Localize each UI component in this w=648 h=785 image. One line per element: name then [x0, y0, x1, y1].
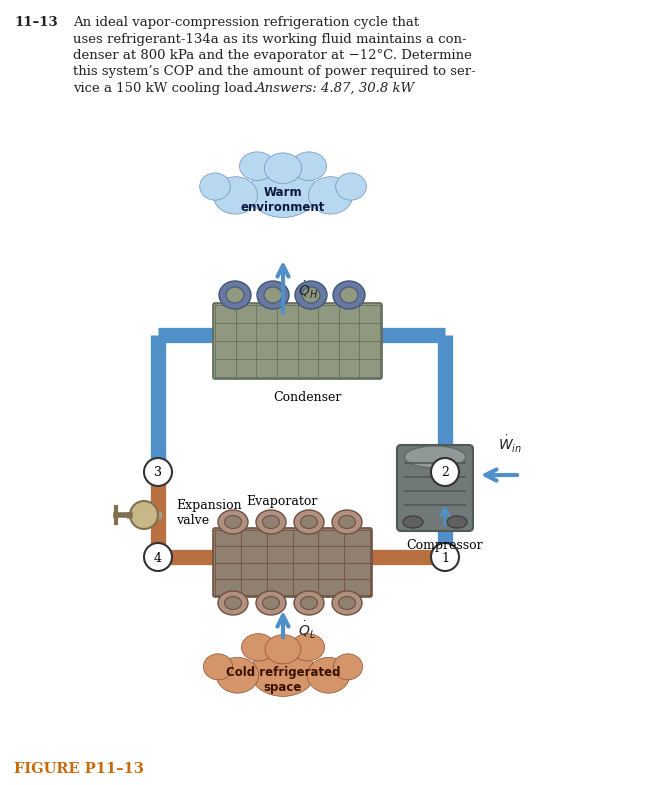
Text: $\dot{W}_{in}$: $\dot{W}_{in}$: [498, 434, 522, 455]
Ellipse shape: [216, 657, 259, 693]
Ellipse shape: [302, 287, 320, 303]
Ellipse shape: [226, 287, 244, 303]
Text: Expansion
valve: Expansion valve: [176, 499, 242, 527]
Ellipse shape: [213, 177, 257, 214]
Ellipse shape: [447, 516, 467, 528]
Ellipse shape: [340, 287, 358, 303]
Text: 3: 3: [154, 466, 162, 480]
FancyBboxPatch shape: [213, 303, 382, 379]
Text: Warm
environment: Warm environment: [241, 186, 325, 214]
Text: 11–13: 11–13: [14, 16, 58, 29]
Ellipse shape: [240, 152, 275, 181]
Ellipse shape: [308, 177, 353, 214]
Ellipse shape: [256, 591, 286, 615]
Text: vice a 150 kW cooling load.: vice a 150 kW cooling load.: [73, 82, 257, 95]
Ellipse shape: [332, 591, 362, 615]
Text: Answers: 4.87, 30.8 kW: Answers: 4.87, 30.8 kW: [255, 82, 414, 95]
Ellipse shape: [403, 516, 423, 528]
Text: denser at 800 kPa and the evaporator at −12°C. Determine: denser at 800 kPa and the evaporator at …: [73, 49, 472, 62]
Ellipse shape: [301, 516, 318, 528]
Ellipse shape: [336, 173, 366, 200]
Ellipse shape: [264, 287, 282, 303]
Ellipse shape: [333, 654, 363, 680]
Text: 4: 4: [154, 552, 162, 564]
Ellipse shape: [219, 281, 251, 309]
Ellipse shape: [224, 597, 242, 609]
Ellipse shape: [294, 591, 324, 615]
Ellipse shape: [203, 654, 233, 680]
Ellipse shape: [291, 152, 327, 181]
Text: 2: 2: [441, 466, 449, 480]
Ellipse shape: [251, 648, 316, 696]
Ellipse shape: [295, 281, 327, 309]
Ellipse shape: [265, 634, 301, 664]
Circle shape: [144, 458, 172, 486]
Ellipse shape: [291, 633, 325, 661]
Text: Compressor: Compressor: [407, 539, 483, 552]
Text: Condenser: Condenser: [273, 391, 341, 404]
Ellipse shape: [332, 510, 362, 534]
Ellipse shape: [404, 446, 466, 468]
Ellipse shape: [218, 591, 248, 615]
Ellipse shape: [338, 597, 356, 609]
FancyBboxPatch shape: [397, 445, 473, 531]
Ellipse shape: [294, 510, 324, 534]
Ellipse shape: [338, 516, 356, 528]
Ellipse shape: [242, 633, 275, 661]
Text: $\dot{Q}_L$: $\dot{Q}_L$: [298, 619, 316, 641]
Circle shape: [431, 543, 459, 571]
Ellipse shape: [218, 510, 248, 534]
Ellipse shape: [257, 281, 289, 309]
Ellipse shape: [262, 516, 279, 528]
Text: Evaporator: Evaporator: [246, 495, 318, 508]
Ellipse shape: [301, 597, 318, 609]
Ellipse shape: [200, 173, 230, 200]
FancyBboxPatch shape: [213, 528, 372, 597]
Ellipse shape: [249, 166, 317, 217]
Ellipse shape: [307, 657, 350, 693]
Ellipse shape: [224, 516, 242, 528]
Ellipse shape: [333, 281, 365, 309]
Circle shape: [130, 501, 158, 529]
Text: FIGURE P11–13: FIGURE P11–13: [14, 762, 144, 776]
Circle shape: [431, 458, 459, 486]
Text: 1: 1: [441, 552, 449, 564]
Text: An ideal vapor-compression refrigeration cycle that: An ideal vapor-compression refrigeration…: [73, 16, 419, 29]
Circle shape: [144, 543, 172, 571]
Ellipse shape: [256, 510, 286, 534]
Ellipse shape: [264, 153, 302, 184]
Text: $\dot{Q}_H$: $\dot{Q}_H$: [298, 279, 318, 301]
Text: Cold refrigerated
space: Cold refrigerated space: [226, 666, 340, 694]
Ellipse shape: [262, 597, 279, 609]
Text: this system’s COP and the amount of power required to ser-: this system’s COP and the amount of powe…: [73, 65, 476, 78]
Text: uses refrigerant-134a as its working fluid maintains a con-: uses refrigerant-134a as its working flu…: [73, 32, 467, 46]
